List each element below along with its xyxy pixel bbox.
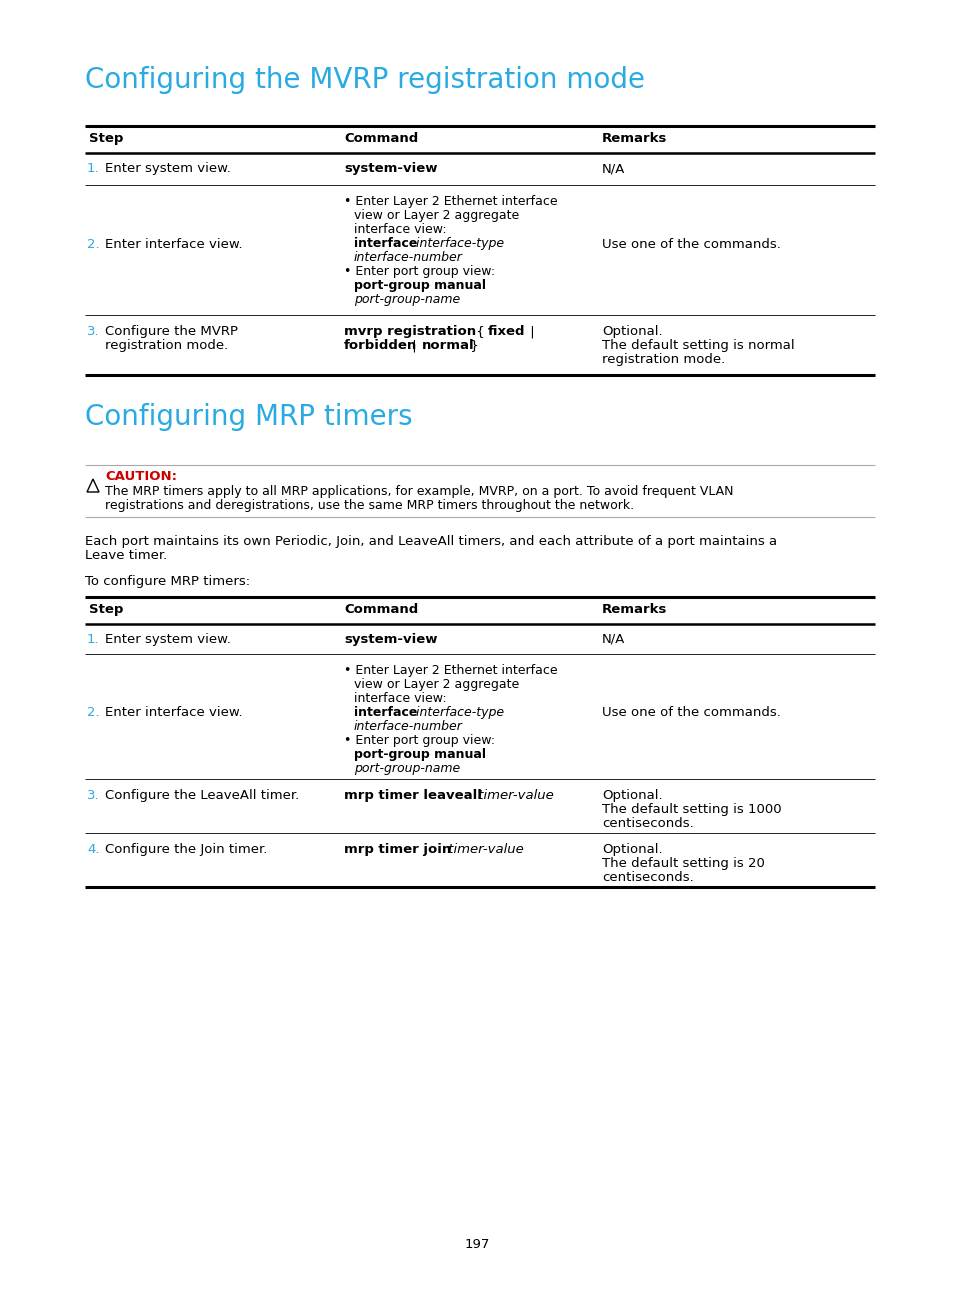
Text: system-view: system-view (344, 632, 437, 645)
Text: Remarks: Remarks (601, 132, 667, 145)
Text: view or Layer 2 aggregate: view or Layer 2 aggregate (354, 678, 518, 691)
Text: 197: 197 (464, 1238, 489, 1251)
Text: 1.: 1. (87, 632, 99, 645)
Text: interface-number: interface-number (354, 721, 462, 734)
Text: Configure the MVRP: Configure the MVRP (105, 325, 237, 338)
Text: 4.: 4. (87, 842, 99, 855)
Text: Enter system view.: Enter system view. (105, 162, 231, 175)
Text: Configuring MRP timers: Configuring MRP timers (85, 403, 413, 432)
Text: Use one of the commands.: Use one of the commands. (601, 706, 781, 719)
Text: port-group manual: port-group manual (354, 748, 485, 761)
Text: Enter interface view.: Enter interface view. (105, 706, 242, 719)
Text: Step: Step (89, 603, 123, 616)
Text: {: { (472, 325, 489, 338)
Text: fixed: fixed (488, 325, 525, 338)
Text: Use one of the commands.: Use one of the commands. (601, 237, 781, 250)
Text: system-view: system-view (344, 162, 437, 175)
Text: Optional.: Optional. (601, 842, 662, 855)
Text: 3.: 3. (87, 789, 99, 802)
Text: interface view:: interface view: (354, 692, 446, 705)
Text: To configure MRP timers:: To configure MRP timers: (85, 575, 250, 588)
Text: The MRP timers apply to all MRP applications, for example, MVRP, on a port. To a: The MRP timers apply to all MRP applicat… (105, 485, 733, 498)
Text: Optional.: Optional. (601, 325, 662, 338)
Text: Enter interface view.: Enter interface view. (105, 237, 242, 250)
Text: 1.: 1. (87, 162, 99, 175)
Text: interface-number: interface-number (354, 251, 462, 264)
Text: Enter system view.: Enter system view. (105, 632, 231, 645)
Text: Each port maintains its own Periodic, Join, and LeaveAll timers, and each attrib: Each port maintains its own Periodic, Jo… (85, 535, 777, 548)
Text: Configure the Join timer.: Configure the Join timer. (105, 842, 267, 855)
Text: Leave timer.: Leave timer. (85, 550, 167, 562)
Text: Command: Command (344, 603, 417, 616)
Text: Step: Step (89, 132, 123, 145)
Text: interface-type: interface-type (412, 706, 503, 719)
Text: Remarks: Remarks (601, 603, 667, 616)
Text: registrations and deregistrations, use the same MRP timers throughout the networ: registrations and deregistrations, use t… (105, 499, 634, 512)
Text: timer-value: timer-value (443, 842, 523, 855)
Text: centiseconds.: centiseconds. (601, 816, 693, 829)
Text: |: | (525, 325, 534, 338)
Text: Optional.: Optional. (601, 789, 662, 802)
Text: Configuring the MVRP registration mode: Configuring the MVRP registration mode (85, 66, 644, 95)
Text: Command: Command (344, 132, 417, 145)
Text: interface-type: interface-type (412, 237, 503, 250)
Text: interface: interface (354, 706, 416, 719)
Text: N/A: N/A (601, 162, 625, 175)
Text: The default setting is normal: The default setting is normal (601, 340, 794, 353)
Text: interface: interface (354, 237, 416, 250)
Text: }: } (465, 340, 478, 353)
Text: registration mode.: registration mode. (105, 340, 228, 353)
Text: interface view:: interface view: (354, 223, 446, 236)
Text: normal: normal (421, 340, 475, 353)
Text: • Enter port group view:: • Enter port group view: (344, 264, 495, 279)
Text: N/A: N/A (601, 632, 625, 645)
Text: CAUTION:: CAUTION: (105, 470, 177, 483)
Text: 2.: 2. (87, 237, 99, 250)
Text: • Enter Layer 2 Ethernet interface: • Enter Layer 2 Ethernet interface (344, 664, 558, 677)
Text: mrp timer join: mrp timer join (344, 842, 451, 855)
Text: view or Layer 2 aggregate: view or Layer 2 aggregate (354, 209, 518, 222)
Text: centiseconds.: centiseconds. (601, 871, 693, 884)
Text: • Enter Layer 2 Ethernet interface: • Enter Layer 2 Ethernet interface (344, 194, 558, 207)
Text: The default setting is 1000: The default setting is 1000 (601, 804, 781, 816)
Text: 2.: 2. (87, 706, 99, 719)
Text: port-group-name: port-group-name (354, 293, 459, 306)
Text: Configure the LeaveAll timer.: Configure the LeaveAll timer. (105, 789, 299, 802)
Text: registration mode.: registration mode. (601, 353, 724, 365)
Text: forbidden: forbidden (344, 340, 416, 353)
Text: port-group manual: port-group manual (354, 279, 485, 292)
Text: 3.: 3. (87, 325, 99, 338)
Text: The default setting is 20: The default setting is 20 (601, 857, 764, 870)
Text: mrp timer leaveall: mrp timer leaveall (344, 789, 481, 802)
Text: port-group-name: port-group-name (354, 762, 459, 775)
Text: mvrp registration: mvrp registration (344, 325, 476, 338)
Text: • Enter port group view:: • Enter port group view: (344, 734, 495, 746)
Text: |: | (408, 340, 420, 353)
Text: timer-value: timer-value (474, 789, 553, 802)
